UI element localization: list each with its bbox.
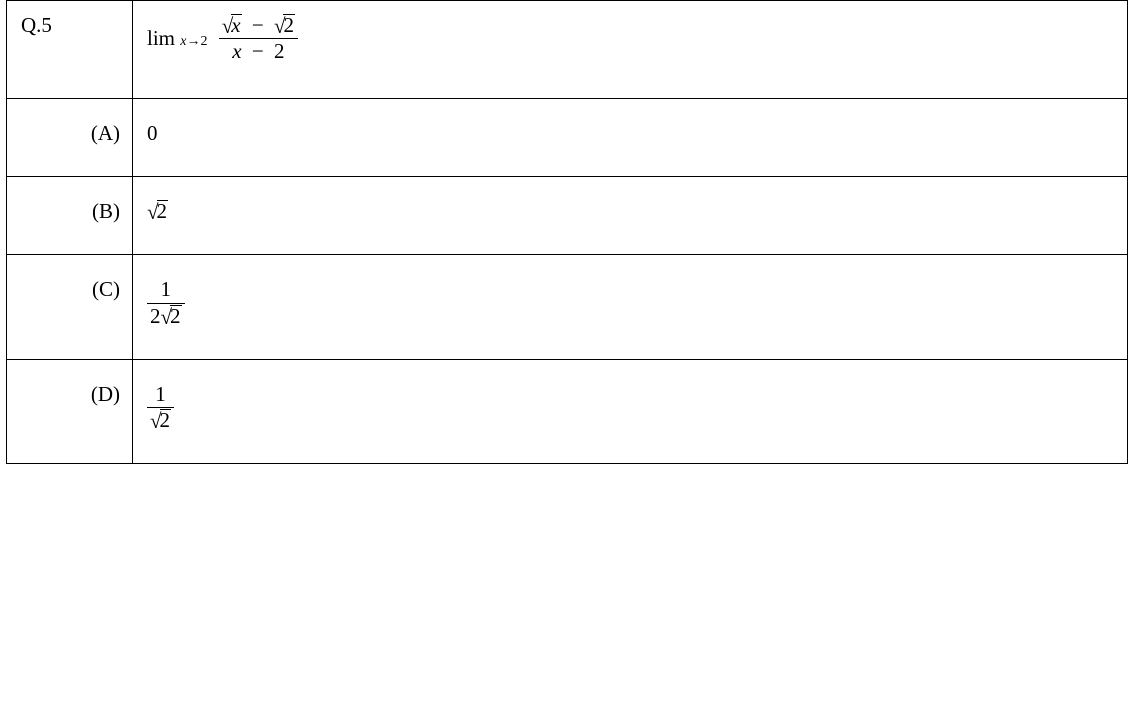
option-a-text: 0 [147, 121, 158, 145]
option-c-den: 2√2 [147, 304, 185, 329]
limit-to: 2 [200, 34, 207, 49]
option-d-label: (D) [7, 360, 132, 437]
option-a-label: (A) [7, 99, 132, 176]
option-d-den: √2 [147, 408, 174, 433]
option-d-num: 1 [147, 382, 174, 408]
minus-sign: − [247, 13, 269, 37]
denom-const: 2 [274, 39, 285, 63]
option-row-a: (A) 0 [7, 99, 1128, 177]
option-c-num: 1 [147, 277, 185, 303]
option-b-label: (B) [7, 177, 132, 254]
option-b-value: √2 [133, 177, 1127, 254]
option-c-value: 1 2√2 [133, 255, 1127, 358]
option-c-den-coeff: 2 [150, 304, 161, 328]
option-d-value: 1 √2 [133, 360, 1127, 463]
question-numerator: √x − √2 [219, 13, 298, 39]
minus-sign: − [247, 39, 269, 63]
question-expression: lim x→2 √x − √2 x − [133, 1, 1127, 98]
question-fraction: √x − √2 x − 2 [219, 13, 298, 64]
option-c-label: (C) [7, 255, 132, 332]
limit-operator: lim x→2 [147, 26, 207, 51]
denom-var: x [232, 39, 241, 63]
limit-arrow: → [186, 34, 200, 49]
option-a-value: 0 [133, 99, 1127, 176]
question-denominator: x − 2 [219, 39, 298, 64]
question-row: Q.5 lim x→2 √x − √2 [7, 1, 1128, 99]
option-row-b: (B) √2 [7, 177, 1128, 255]
limit-word: lim [147, 26, 175, 50]
option-row-c: (C) 1 2√2 [7, 255, 1128, 359]
question-number: Q.5 [7, 1, 132, 72]
question-table: Q.5 lim x→2 √x − √2 [6, 0, 1128, 464]
option-row-d: (D) 1 √2 [7, 359, 1128, 463]
